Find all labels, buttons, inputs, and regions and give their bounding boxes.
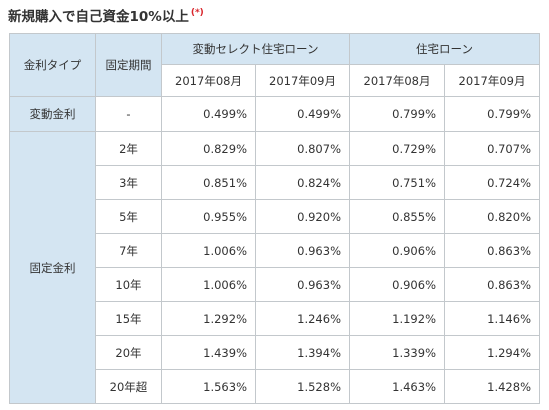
header-group-select-loan: 変動セレクト住宅ローン	[161, 33, 350, 65]
period-cell: 20年超	[95, 369, 162, 404]
rate-cell: 1.294%	[444, 335, 540, 370]
period-cell: 2年	[95, 131, 162, 166]
rate-cell: 0.807%	[255, 131, 350, 166]
header-row-groups: 金利タイプ 固定期間 変動セレクト住宅ローン 住宅ローン	[9, 33, 540, 97]
rate-cell: 1.292%	[161, 301, 256, 336]
rate-cell: 0.906%	[349, 233, 445, 268]
period-cell: 10年	[95, 267, 162, 302]
table-row: 10年 1.006% 0.963% 0.906% 0.863%	[10, 267, 540, 302]
rate-cell: 1.463%	[349, 369, 445, 404]
table-row: 固定金利 2年 0.829% 0.807% 0.729% 0.707%	[9, 131, 540, 404]
rate-cell: 0.963%	[255, 267, 350, 302]
header-month-sep: 2017年09月	[444, 64, 540, 97]
rate-cell: 0.906%	[349, 267, 445, 302]
rate-cell: 0.729%	[349, 131, 445, 166]
rate-cell: 1.339%	[349, 335, 445, 370]
header-month-sep: 2017年09月	[255, 64, 350, 97]
table-row-variable: 変動金利 - 0.499% 0.499% 0.799% 0.799%	[9, 96, 540, 132]
header-fixed-period: 固定期間	[95, 33, 162, 97]
rate-cell: 1.006%	[161, 233, 256, 268]
rate-cell: 0.799%	[349, 96, 445, 132]
footnote-mark: (*)	[190, 8, 204, 18]
header-row-months: 2017年08月 2017年09月 2017年08月 2017年09月	[10, 64, 540, 97]
rate-cell: 1.439%	[161, 335, 256, 370]
rate-cell: 0.751%	[349, 165, 445, 200]
rate-cell: 0.820%	[444, 199, 540, 234]
section-heading: 新規購入で自己資金10%以上 (*)	[8, 5, 204, 29]
rate-cell: 0.855%	[349, 199, 445, 234]
table-row: 5年 0.955% 0.920% 0.855% 0.820%	[10, 199, 540, 234]
period-cell: 20年	[95, 335, 162, 370]
rate-table: 金利タイプ 固定期間 変動セレクト住宅ローン 住宅ローン 2017年08月 20…	[9, 33, 540, 404]
rate-cell: 0.863%	[444, 233, 540, 268]
header-month-aug: 2017年08月	[349, 64, 445, 97]
header-month-aug: 2017年08月	[161, 64, 256, 97]
rate-cell: 1.146%	[444, 301, 540, 336]
period-cell: 5年	[95, 199, 162, 234]
rate-cell: 0.724%	[444, 165, 540, 200]
rate-cell: 0.707%	[444, 131, 540, 166]
period-cell: 15年	[95, 301, 162, 336]
rate-cell: 0.863%	[444, 267, 540, 302]
table-row: 3年 0.851% 0.824% 0.751% 0.724%	[10, 165, 540, 200]
rate-cell: 0.824%	[255, 165, 350, 200]
rate-cell: 0.829%	[161, 131, 256, 166]
rate-type-fixed: 固定金利	[9, 131, 96, 404]
period-cell: -	[95, 96, 162, 132]
rate-cell: 1.006%	[161, 267, 256, 302]
rate-type-variable: 変動金利	[9, 96, 96, 132]
rate-cell: 1.563%	[161, 369, 256, 404]
rate-cell: 0.851%	[161, 165, 256, 200]
period-cell: 7年	[95, 233, 162, 268]
table-row: 20年 1.439% 1.394% 1.339% 1.294%	[10, 335, 540, 370]
table-row: 20年超 1.563% 1.528% 1.463% 1.428%	[10, 369, 540, 404]
header-group-standard-loan: 住宅ローン	[349, 33, 540, 65]
rate-cell: 1.192%	[349, 301, 445, 336]
header-rate-type: 金利タイプ	[9, 33, 96, 97]
table-row: 7年 1.006% 0.963% 0.906% 0.863%	[10, 233, 540, 268]
heading-title: 新規購入で自己資金10%以上	[8, 9, 189, 25]
rate-cell: 0.499%	[161, 96, 256, 132]
rate-cell: 1.246%	[255, 301, 350, 336]
rate-cell: 1.428%	[444, 369, 540, 404]
rate-cell: 1.528%	[255, 369, 350, 404]
table-row: 15年 1.292% 1.246% 1.192% 1.146%	[10, 301, 540, 336]
rate-cell: 0.499%	[255, 96, 350, 132]
rate-cell: 1.394%	[255, 335, 350, 370]
rate-cell: 0.920%	[255, 199, 350, 234]
rate-cell: 0.963%	[255, 233, 350, 268]
rate-cell: 0.955%	[161, 199, 256, 234]
rate-cell: 0.799%	[444, 96, 540, 132]
period-cell: 3年	[95, 165, 162, 200]
